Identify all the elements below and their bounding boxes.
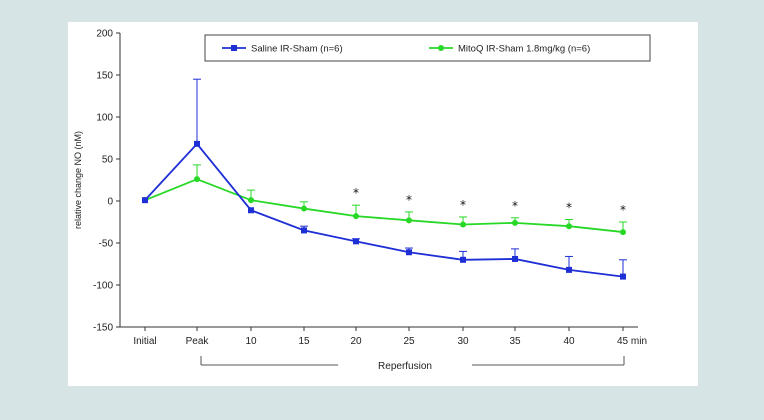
x-tick-label: 45 min [617,336,647,347]
y-ticks: 200 150 100 50 0 -50 -100 -150 [93,29,120,334]
data-point [566,266,572,273]
data-point [194,176,200,183]
significance-markers: * * * * * * [353,186,626,217]
legend-items: Saline IR-Sham (n=6) MitoQ IR-Sham 1.8mg/… [222,44,590,55]
legend-swatch-marker [231,45,237,51]
series-line [144,142,624,278]
data-point [460,256,466,263]
y-tick-label: 150 [96,71,113,82]
legend: Saline IR-Sham (n=6) MitoQ IR-Sham 1.8mg/… [204,34,651,62]
y-axis-title: relative change NO (nM) [73,131,83,229]
data-point [353,213,359,220]
reperfusion-label: Reperfusion [378,361,432,372]
x-tick-label: 35 [509,336,521,347]
data-point [301,227,307,234]
y-tick-label: 100 [96,113,113,124]
data-point [620,273,626,280]
significance-star: * [406,193,412,207]
y-tick-label: 200 [96,29,113,40]
data-point [620,229,626,236]
data-point [460,221,466,228]
legend-box [204,34,651,62]
data-point [353,238,359,245]
legend-label: Saline IR-Sham (n=6) [251,44,343,55]
series-line [144,178,624,233]
data-point [512,255,518,262]
x-tick-label: 40 [563,336,575,347]
series [142,78,627,280]
y-tick-label: -150 [93,323,113,334]
chart-panel: 200 150 100 50 0 -50 -100 -150 Initial Peak 10 15 2… [68,22,698,386]
line-chart: 200 150 100 50 0 -50 -100 -150 Initial Peak 10 15 2… [73,29,651,372]
x-tick-label: 10 [245,336,257,347]
y-tick-label: -100 [93,281,113,292]
significance-star: * [512,199,518,213]
significance-star: * [566,200,572,214]
x-ticks: Initial Peak 10 15 20 25 30 35 40 45 min [133,327,647,347]
legend-label: MitoQ IR-Sham 1.8mg/kg (n=6) [458,44,590,55]
y-tick-label: -50 [99,239,114,250]
legend-swatch-marker [438,45,444,51]
data-point [194,140,200,147]
x-tick-label: 15 [298,336,310,347]
series-1 [142,78,627,280]
data-point [248,197,254,204]
legend-item-2: MitoQ IR-Sham 1.8mg/kg (n=6) [429,44,590,55]
data-point [406,249,412,256]
y-tick-label: 0 [107,197,113,208]
x-tick-label: Initial [133,336,156,347]
data-point [142,197,148,204]
data-point [566,223,572,230]
reperfusion-bracket: Reperfusion [200,356,625,372]
data-point [406,217,412,224]
x-tick-label: 20 [350,336,362,347]
significance-star: * [353,186,359,200]
x-tick-label: 25 [403,336,415,347]
data-point [301,205,307,212]
data-point [512,219,518,226]
series-2 [142,164,627,236]
x-tick-label: 30 [457,336,469,347]
axes [119,33,638,328]
data-point [248,207,254,214]
x-tick-label: Peak [186,336,210,347]
y-tick-label: 50 [102,155,114,166]
legend-item-1: Saline IR-Sham (n=6) [222,44,343,55]
significance-star: * [620,203,626,217]
significance-star: * [460,198,466,212]
